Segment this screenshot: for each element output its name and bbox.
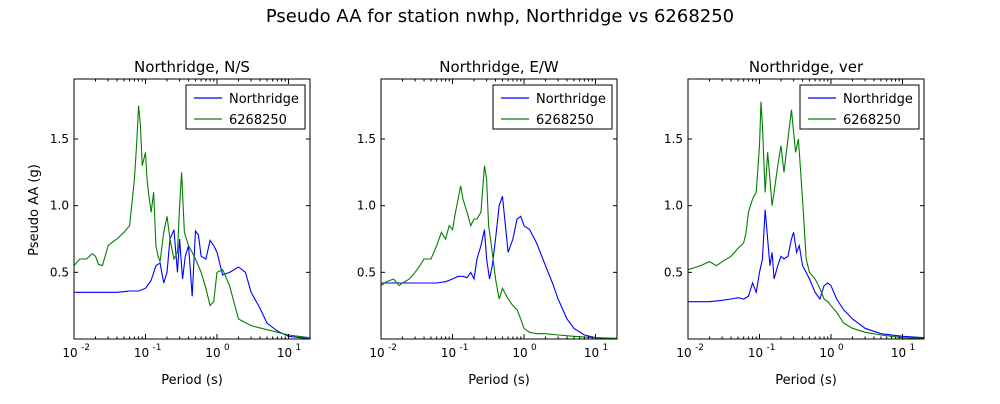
y-tick-label: 1.0	[664, 199, 683, 213]
x-tick-label: 10	[62, 346, 77, 360]
y-tick-label: 0.5	[664, 265, 683, 279]
x-tick-label: 10	[134, 346, 149, 360]
x-tick-label: 10	[891, 346, 906, 360]
x-tick-exponent: -1	[459, 343, 468, 353]
y-tick-label: 1.5	[50, 132, 69, 146]
legend-label: Northridge	[843, 92, 913, 107]
x-tick-exponent: 0	[224, 343, 230, 353]
x-tick-exponent: -1	[152, 343, 161, 353]
y-tick-label: 0.5	[357, 265, 376, 279]
plot-frame	[380, 78, 618, 340]
series-line-6268250	[381, 165, 617, 339]
legend-label: 6268250	[843, 113, 901, 128]
series-line-6268250	[688, 101, 924, 339]
legend-label: 6268250	[536, 113, 594, 128]
x-tick-label: 10	[748, 346, 763, 360]
series-line-northridge	[74, 229, 310, 339]
x-tick-label: 10	[512, 346, 527, 360]
x-tick-exponent: 0	[838, 343, 844, 353]
x-tick-exponent: 1	[909, 343, 915, 353]
x-tick-exponent: -2	[81, 343, 90, 353]
x-tick-label: 10	[369, 346, 384, 360]
legend: Northridge 6268250	[185, 84, 306, 130]
legend: Northridge 6268250	[492, 84, 613, 130]
x-tick-exponent: -1	[766, 343, 775, 353]
x-tick-label: 10	[584, 346, 599, 360]
x-tick-exponent: -2	[695, 343, 704, 353]
panel-title: Northridge, N/S	[134, 58, 250, 76]
y-tick-label: 1.5	[357, 132, 376, 146]
y-tick-label: 1.0	[50, 199, 69, 213]
x-tick-exponent: -2	[388, 343, 397, 353]
panel-title: Northridge, E/W	[439, 58, 559, 76]
x-axis-label: Period (s)	[775, 373, 837, 388]
x-tick-label: 10	[676, 346, 691, 360]
x-tick-exponent: 1	[602, 343, 608, 353]
legend-box	[185, 84, 306, 130]
legend-label: 6268250	[229, 113, 287, 128]
x-tick-label: 10	[277, 346, 292, 360]
y-tick-label: 0.5	[50, 265, 69, 279]
x-tick-label: 10	[205, 346, 220, 360]
x-tick-label: 10	[441, 346, 456, 360]
x-tick-exponent: 1	[295, 343, 301, 353]
legend-label: Northridge	[536, 92, 606, 107]
series-line-northridge	[381, 196, 617, 339]
plot-frame	[73, 78, 311, 340]
series-line-northridge	[688, 209, 924, 339]
x-tick-exponent: 0	[531, 343, 537, 353]
legend-box	[492, 84, 613, 130]
x-axis-label: Period (s)	[468, 373, 530, 388]
figure-suptitle: Pseudo AA for station nwhp, Northridge v…	[266, 6, 734, 27]
y-tick-label: 1.0	[357, 199, 376, 213]
x-axis-label: Period (s)	[161, 373, 223, 388]
panel-title: Northridge, ver	[749, 58, 864, 76]
legend-box	[799, 84, 920, 130]
legend: Northridge 6268250	[799, 84, 920, 130]
plot-frame	[687, 78, 925, 340]
series-line-6268250	[74, 105, 310, 339]
legend-label: Northridge	[229, 92, 299, 107]
x-tick-label: 10	[819, 346, 834, 360]
y-tick-label: 1.5	[664, 132, 683, 146]
figure-ylabel: Pseudo AA (g)	[27, 164, 42, 256]
